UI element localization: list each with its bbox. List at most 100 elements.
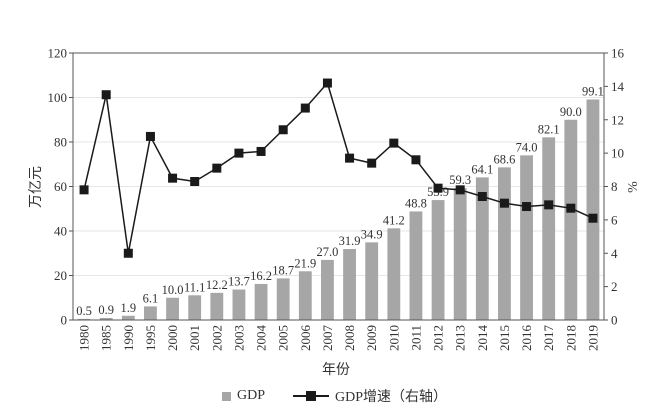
bar-swatch-icon (221, 391, 231, 401)
right-tick-label: 4 (611, 246, 618, 261)
gdp-bar (254, 283, 268, 320)
gdp-data-label: 99.1 (582, 85, 604, 99)
gdp-bar (298, 271, 312, 320)
growth-marker (322, 78, 332, 88)
gdp-data-label: 68.6 (494, 152, 516, 166)
gdp-data-labels: 0.5 0.9 1.9 6.110.0 11.1 12.2 13.7 16.2 18.721.9… (76, 85, 604, 318)
growth-polyline (83, 81, 594, 254)
x-tick-label: 2007 (320, 325, 335, 352)
gdp-bar (121, 315, 135, 320)
gdp-data-label: 41.2 (383, 213, 405, 227)
x-tick-label: 2005 (276, 325, 291, 351)
gdp-data-label: 74.0 (516, 140, 538, 154)
legend-item-growth: GDP增速（右轴） (293, 386, 447, 406)
right-tick-label: 10 (611, 146, 624, 161)
gdp-bar (166, 297, 179, 320)
gdp-bar (475, 177, 489, 320)
growth-marker (212, 163, 222, 173)
gdp-bar (409, 211, 423, 320)
growth-marker (566, 203, 576, 213)
growth-marker (477, 192, 487, 202)
x-tick-label: 1985 (99, 325, 114, 351)
x-tick-label: 1995 (143, 325, 158, 351)
gdp-data-label: 82.1 (538, 122, 560, 136)
gdp-bars (77, 99, 600, 320)
right-tick-label: 6 (611, 212, 618, 227)
gdp-bar (453, 188, 467, 320)
legend-item-gdp: GDP (221, 388, 265, 404)
left-tick-label: 80 (54, 135, 67, 150)
x-tick-label: 2006 (298, 325, 313, 352)
y-axis-label-right: % (626, 181, 641, 193)
growth-marker (455, 185, 465, 195)
growth-marker (522, 202, 532, 212)
growth-line (79, 78, 598, 258)
gdp-bar (276, 278, 290, 320)
growth-marker (145, 131, 155, 141)
gdp-bar (99, 317, 113, 320)
x-tick-label: 2015 (497, 325, 512, 351)
growth-marker (234, 148, 244, 158)
gdp-data-label: 11.1 (184, 280, 205, 294)
gdp-data-label: 16.2 (250, 269, 272, 283)
gdp-data-label: 0.9 (98, 303, 114, 317)
gdp-data-label: 0.5 (76, 304, 92, 318)
gdp-data-label: 90.0 (560, 105, 582, 119)
gdp-bar (431, 200, 445, 320)
x-tick-label: 2013 (453, 325, 468, 351)
growth-marker (168, 173, 178, 183)
gdp-bar (77, 318, 91, 320)
left-tick-label: 40 (54, 224, 67, 239)
gdp-bar (210, 292, 224, 320)
left-tick-label: 20 (54, 268, 67, 283)
gdp-data-label: 59.3 (449, 173, 471, 187)
right-tick-label: 0 (611, 313, 618, 328)
growth-marker (278, 125, 288, 135)
right-tick-label: 16 (611, 46, 625, 61)
right-tick-label: 12 (611, 112, 624, 127)
legend-label-growth: GDP增速（右轴） (335, 390, 448, 405)
x-tick-label: 2002 (209, 325, 224, 351)
x-tick-label: 2018 (563, 325, 578, 351)
line-marker-swatch-icon (293, 391, 329, 401)
gdp-bar (498, 167, 511, 320)
gdp-bar (542, 137, 556, 320)
right-axis-ticks: 0 2 4 6 8 10 12 14 16 (604, 46, 625, 328)
gdp-data-label: 21.9 (294, 256, 316, 270)
left-axis-ticks: 0 20 40 60 80 100 120 (48, 46, 73, 328)
growth-marker (411, 155, 421, 165)
legend: GDP GDP增速（右轴） (0, 386, 669, 406)
growth-marker (389, 138, 399, 148)
gdp-bar (586, 99, 600, 320)
right-tick-label: 8 (611, 179, 618, 194)
x-axis-label: 年份 (322, 362, 350, 378)
gdp-bar (321, 259, 334, 320)
growth-marker (300, 103, 310, 113)
x-tick-label: 2011 (408, 325, 423, 351)
gdp-bar (188, 295, 202, 320)
growth-marker (345, 153, 355, 163)
gdp-bar (387, 228, 401, 320)
x-tick-label: 2019 (585, 325, 600, 351)
left-tick-label: 120 (48, 46, 68, 61)
gdp-data-label: 27.0 (317, 245, 339, 259)
gdp-data-label: 10.0 (162, 283, 184, 297)
y-axis-label-left: 万亿元 (28, 166, 44, 208)
legend-label-gdp: GDP (236, 388, 265, 403)
growth-marker (101, 90, 111, 100)
gdp-bar (144, 306, 157, 320)
x-tick-label: 2000 (165, 325, 180, 351)
x-tick-label: 2001 (187, 325, 202, 351)
gdp-data-label: 48.8 (405, 196, 427, 210)
x-tick-label: 2014 (475, 325, 490, 352)
x-tick-label: 1980 (77, 325, 92, 351)
x-tick-label: 2008 (342, 325, 357, 351)
gdp-bar (564, 119, 578, 320)
gdp-bar (365, 242, 379, 320)
gdp-bar (520, 155, 533, 320)
x-axis-ticks: 1980 1985 1990 1995 2000 2001 2002 2003 2004 2005… (77, 325, 601, 352)
gdp-chart: 0.5 0.9 1.9 6.110.0 11.1 12.2 13.7 16.2 18.721.9… (28, 46, 641, 379)
growth-marker (588, 213, 598, 223)
gdp-data-label: 64.1 (471, 162, 493, 176)
left-tick-label: 60 (54, 179, 67, 194)
